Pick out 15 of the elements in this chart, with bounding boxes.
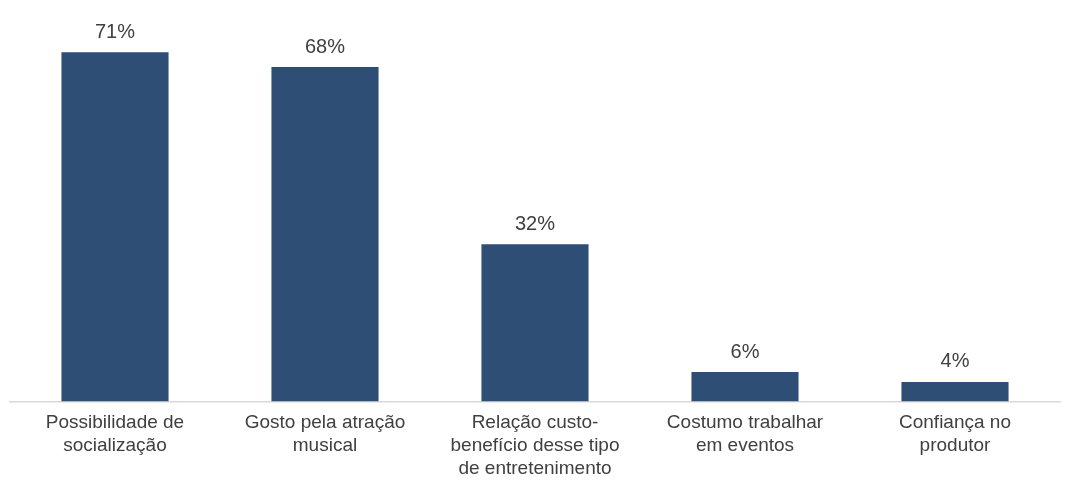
data-label: 68% xyxy=(304,34,346,57)
bar xyxy=(691,372,799,402)
bar xyxy=(481,244,589,402)
data-label: 6% xyxy=(730,339,760,362)
bar xyxy=(901,381,1009,402)
data-label: 4% xyxy=(940,349,970,372)
x-tick-label: Costumo trabalhar em eventos xyxy=(666,411,824,456)
data-label: 32% xyxy=(514,211,556,234)
x-tick-label: Confiança no produtor xyxy=(899,411,1011,456)
bar xyxy=(61,52,169,402)
bar xyxy=(271,66,379,402)
data-label: 71% xyxy=(94,19,136,42)
x-tick-label: Possibilidade de socialização xyxy=(45,411,185,456)
x-tick-label: Gosto pela atração musical xyxy=(244,411,406,456)
x-tick-label: Relação custo-benefício desse tipo de entretenimento xyxy=(450,411,620,478)
